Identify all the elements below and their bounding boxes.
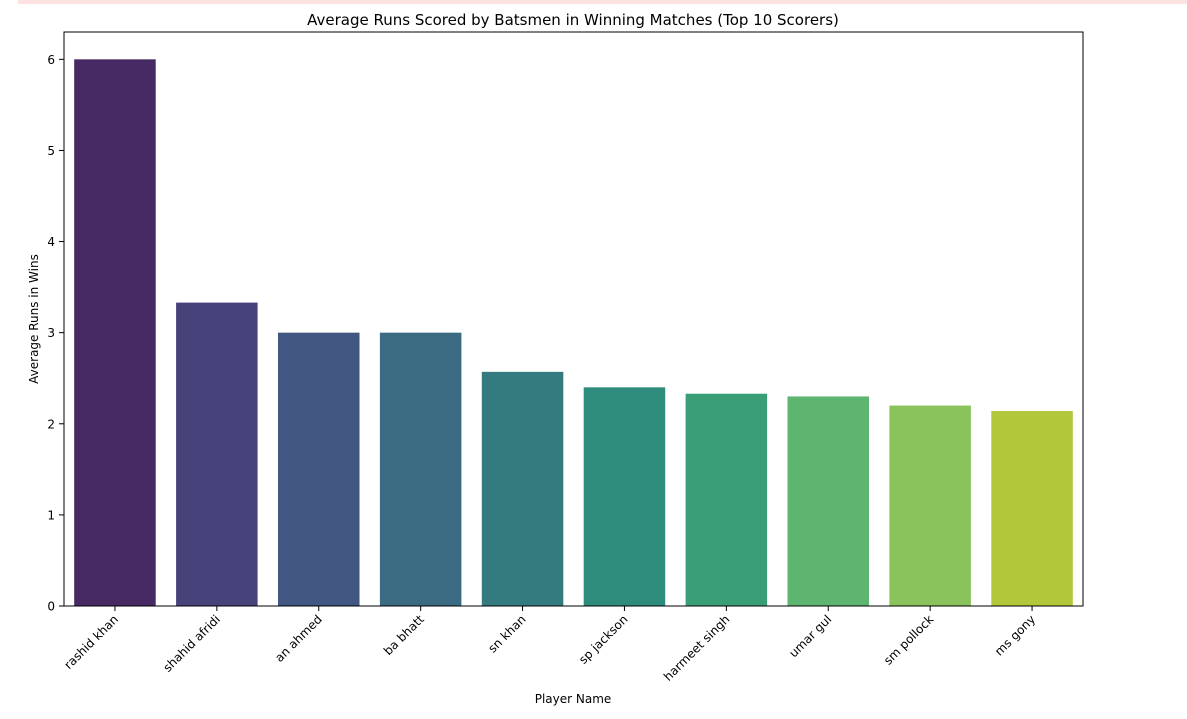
y-axis-ticks: 0 1 2 3 4 5 6 (47, 53, 64, 614)
bar-sm-pollock (889, 405, 971, 606)
x-axis-ticks: rashid khan shahid afridi an ahmed ba bhatt… (61, 606, 1038, 684)
x-tick-label: harmeet singh (661, 612, 732, 683)
y-tick-label: 1 (47, 508, 55, 522)
chart-title: Average Runs Scored by Batsmen in Winnin… (307, 11, 839, 29)
plot-frame (63, 31, 1084, 607)
bar-shahid-afridi (176, 302, 258, 606)
bar-harmeet-singh (685, 393, 768, 606)
x-axis-label: Player Name (535, 692, 612, 706)
bar-an-ahmed (277, 332, 360, 606)
x-tick-label: ms gony (992, 612, 1038, 658)
y-tick-label: 6 (47, 53, 55, 67)
y-tick-label: 5 (47, 144, 55, 158)
y-tick-label: 3 (47, 326, 55, 340)
x-tick-label: an ahmed (272, 612, 325, 665)
x-tick-label: sm pollock (881, 612, 936, 667)
bar-ba-bhatt (379, 332, 462, 606)
y-tick-label: 0 (47, 600, 55, 614)
x-tick-label: sn khan (485, 612, 528, 655)
warning-output-strip (18, 0, 1187, 4)
x-tick-label: ba bhatt (381, 612, 427, 658)
bar-ms-gony (991, 411, 1073, 606)
bars (74, 59, 1073, 607)
y-axis-label: Average Runs in Wins (27, 254, 41, 384)
y-tick-label: 2 (47, 417, 55, 431)
x-tick-label: shahid afridi (160, 612, 223, 675)
bar-umar-gul (787, 396, 870, 606)
x-tick-label: rashid khan (61, 612, 121, 672)
y-tick-label: 4 (47, 235, 55, 249)
x-tick-label: sp jackson (576, 612, 631, 667)
bar-sp-jackson (583, 387, 666, 606)
bar-sn-khan (481, 371, 564, 606)
x-tick-label: umar gul (786, 612, 834, 660)
bar-rashid-khan (74, 59, 156, 607)
